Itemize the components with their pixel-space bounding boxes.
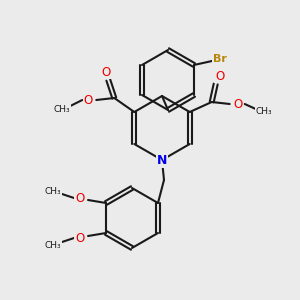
Text: O: O bbox=[233, 98, 242, 110]
Text: Br: Br bbox=[213, 54, 227, 64]
Text: O: O bbox=[215, 70, 224, 83]
Text: CH₃: CH₃ bbox=[45, 241, 61, 250]
Text: CH₃: CH₃ bbox=[255, 107, 272, 116]
Text: CH₃: CH₃ bbox=[45, 187, 61, 196]
Text: N: N bbox=[157, 154, 167, 166]
Text: O: O bbox=[75, 191, 85, 205]
Text: O: O bbox=[75, 232, 85, 244]
Text: CH₃: CH₃ bbox=[54, 104, 70, 113]
Text: O: O bbox=[102, 65, 111, 79]
Text: O: O bbox=[84, 94, 93, 106]
